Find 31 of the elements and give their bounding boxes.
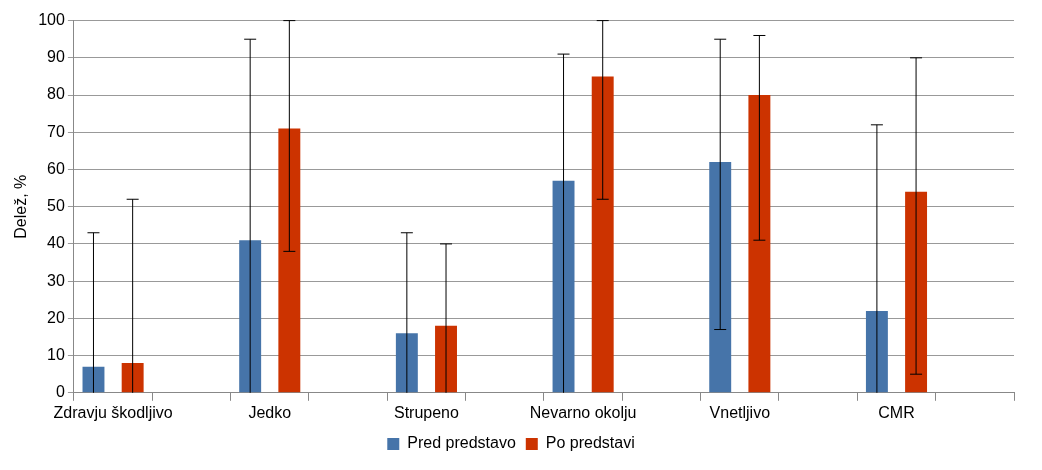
y-tick-label: 70 — [47, 122, 65, 140]
x-tick-label: CMR — [878, 403, 915, 421]
bar — [748, 95, 771, 393]
bar — [395, 333, 418, 393]
y-tick-label: 20 — [47, 308, 65, 326]
bar — [905, 191, 928, 393]
bar — [709, 162, 732, 393]
legend-label: Po predstavi — [545, 434, 635, 452]
bar — [278, 128, 301, 393]
y-tick-label: 50 — [47, 197, 65, 215]
bar — [239, 240, 262, 393]
x-tick-label: Nevarno okolju — [529, 403, 637, 421]
y-tick-label: 30 — [47, 271, 65, 289]
bar — [591, 76, 614, 393]
y-tick-label: 60 — [47, 159, 65, 177]
x-tick-label: Jedko — [248, 403, 292, 421]
bar — [552, 180, 575, 393]
x-tick-label: Strupeno — [393, 403, 459, 421]
x-tick-label: Zdravju škodljivo — [53, 403, 173, 421]
y-tick-label: 100 — [38, 11, 65, 29]
x-tick-label: Vnetljivo — [709, 403, 771, 421]
legend-label: Pred predstavo — [407, 434, 516, 452]
y-tick-label: 0 — [55, 383, 65, 401]
y-tick-label: 40 — [47, 234, 65, 252]
bar — [435, 325, 457, 393]
bar — [121, 363, 144, 393]
y-tick-label: 80 — [47, 85, 65, 103]
y-tick-label: 90 — [47, 48, 65, 66]
bar — [865, 310, 888, 393]
y-axis-title: Delež, % — [12, 174, 30, 239]
y-tick-label: 10 — [47, 345, 65, 363]
